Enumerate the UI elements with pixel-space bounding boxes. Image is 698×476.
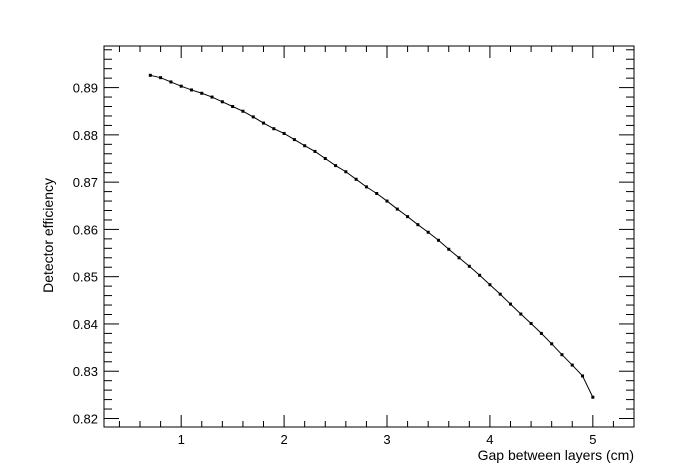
series-markers bbox=[148, 73, 595, 399]
data-point bbox=[447, 247, 451, 251]
data-point bbox=[560, 353, 564, 357]
data-point bbox=[241, 109, 245, 113]
data-point bbox=[189, 88, 193, 92]
data-point bbox=[519, 312, 523, 316]
data-point bbox=[581, 374, 585, 378]
data-point bbox=[375, 191, 379, 195]
data-point bbox=[334, 164, 338, 168]
x-tick-label: 5 bbox=[589, 432, 596, 447]
x-tick-label: 1 bbox=[178, 432, 185, 447]
data-point bbox=[467, 264, 471, 268]
x-tick-labels: 1 2 3 4 5 bbox=[178, 432, 597, 447]
data-point bbox=[262, 121, 266, 125]
y-tick-labels: 0.82 0.83 0.84 0.85 0.86 0.87 0.88 0.89 bbox=[73, 81, 98, 427]
data-point bbox=[220, 100, 224, 104]
data-point bbox=[509, 302, 512, 306]
data-point bbox=[251, 115, 255, 119]
y-tick-label: 0.85 bbox=[73, 270, 98, 285]
data-point bbox=[426, 230, 430, 234]
data-point bbox=[550, 342, 554, 346]
data-point bbox=[169, 80, 173, 84]
x-tick-label: 2 bbox=[280, 432, 287, 447]
data-point bbox=[416, 223, 420, 227]
data-point bbox=[406, 215, 410, 219]
data-point bbox=[210, 95, 214, 99]
data-point bbox=[292, 138, 296, 142]
data-point bbox=[179, 84, 183, 88]
data-point bbox=[354, 177, 358, 181]
data-point bbox=[148, 73, 152, 77]
y-tick-label: 0.89 bbox=[73, 81, 98, 96]
data-point bbox=[591, 395, 595, 399]
plot-frame bbox=[103, 45, 635, 428]
data-point bbox=[539, 331, 543, 335]
data-point bbox=[529, 321, 533, 325]
data-point bbox=[364, 185, 368, 189]
data-point bbox=[200, 91, 204, 95]
y-tick-label: 0.86 bbox=[73, 222, 98, 237]
data-point bbox=[498, 292, 502, 296]
x-axis-label: Gap between layers (cm) bbox=[478, 447, 634, 463]
data-point bbox=[272, 127, 276, 131]
x-tick-label: 4 bbox=[486, 432, 493, 447]
y-tick-label: 0.87 bbox=[73, 175, 98, 190]
y-tick-label: 0.83 bbox=[73, 364, 98, 379]
data-point bbox=[570, 363, 574, 367]
data-point bbox=[159, 76, 163, 80]
data-point bbox=[478, 273, 482, 277]
data-point bbox=[385, 199, 389, 203]
axis-ticks bbox=[104, 46, 635, 427]
data-point bbox=[488, 283, 492, 287]
data-point bbox=[395, 207, 399, 211]
data-point bbox=[323, 157, 327, 160]
data-point bbox=[282, 131, 286, 135]
y-tick-label: 0.84 bbox=[73, 317, 98, 332]
data-point bbox=[436, 238, 440, 242]
series-line bbox=[150, 74, 594, 398]
data-point bbox=[231, 105, 235, 109]
y-tick-label: 0.82 bbox=[73, 411, 98, 426]
data-point bbox=[313, 149, 317, 153]
data-point bbox=[457, 256, 461, 260]
y-axis-label: Detector efficiency bbox=[40, 178, 56, 293]
y-tick-label: 0.88 bbox=[73, 128, 98, 143]
x-tick-label: 3 bbox=[383, 432, 390, 447]
data-point bbox=[344, 170, 348, 174]
data-point bbox=[303, 144, 307, 148]
